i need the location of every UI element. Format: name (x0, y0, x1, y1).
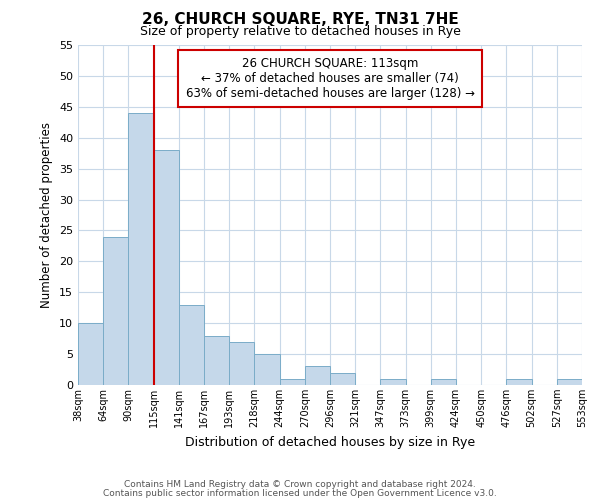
X-axis label: Distribution of detached houses by size in Rye: Distribution of detached houses by size … (185, 436, 475, 448)
Bar (330, 372, 355, 385)
Bar (78, 323, 103, 385)
Bar (380, 379, 406, 385)
Text: Contains HM Land Registry data © Crown copyright and database right 2024.: Contains HM Land Registry data © Crown c… (124, 480, 476, 489)
Bar (305, 366, 330, 385)
Bar (506, 379, 532, 385)
Bar (280, 379, 305, 385)
Bar (128, 113, 154, 385)
Bar (431, 379, 456, 385)
Text: 26 CHURCH SQUARE: 113sqm
← 37% of detached houses are smaller (74)
63% of semi-d: 26 CHURCH SQUARE: 113sqm ← 37% of detach… (185, 58, 475, 100)
Bar (229, 342, 254, 385)
Bar (179, 304, 204, 385)
Bar (204, 336, 229, 385)
Text: Size of property relative to detached houses in Rye: Size of property relative to detached ho… (140, 25, 460, 38)
Text: 26, CHURCH SQUARE, RYE, TN31 7HE: 26, CHURCH SQUARE, RYE, TN31 7HE (142, 12, 458, 28)
Text: Contains public sector information licensed under the Open Government Licence v3: Contains public sector information licen… (103, 488, 497, 498)
Bar (254, 354, 280, 385)
Bar (103, 236, 128, 385)
Bar (154, 150, 179, 385)
Bar (557, 379, 582, 385)
Y-axis label: Number of detached properties: Number of detached properties (40, 122, 53, 308)
